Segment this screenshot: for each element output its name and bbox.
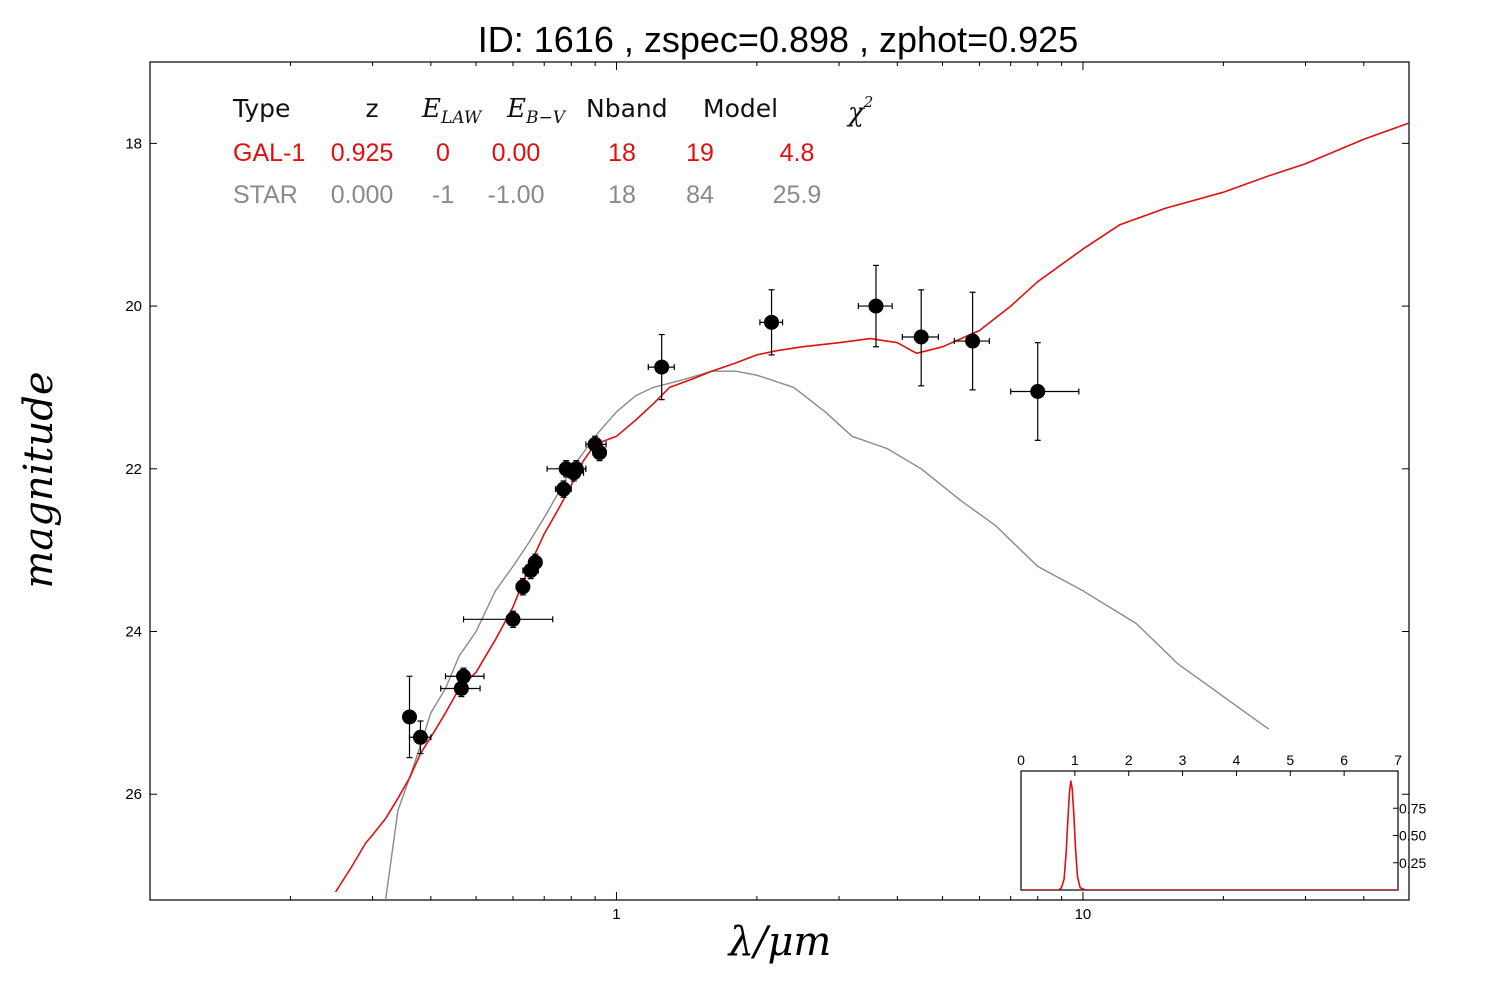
table-header-elaw: ELAW [421, 94, 483, 128]
photometry-point [527, 553, 543, 572]
y-tick-label: 26 [125, 786, 142, 803]
photometry-point [857, 264, 893, 348]
plot-title: ID: 1616 , zspec=0.898 , zphot=0.925 [478, 19, 1078, 60]
inset-x-tick-label: 3 [1179, 752, 1187, 768]
table-cell-type: STAR [233, 181, 298, 209]
table-cell-nband: 18 [608, 181, 636, 209]
table-cell-chi2: 25.9 [773, 181, 822, 209]
table-header-chi: χ [846, 98, 866, 128]
data-marker [654, 359, 670, 375]
y-tick-label: 20 [125, 298, 142, 315]
star-model-curve [384, 370, 1270, 900]
fit-results-table: Type z ELAW EB−V Nband Model χ2 GAL-1 0.9… [232, 93, 873, 209]
table-cell-ebv: -1.00 [488, 181, 545, 209]
table-header-z: z [365, 94, 378, 123]
inset-y-tick-label: 0.50 [1399, 828, 1426, 844]
table-header-chi2: χ2 [846, 93, 873, 128]
table-cell-z: 0.000 [331, 181, 394, 209]
inset-x-tick-label: 2 [1125, 752, 1133, 768]
inset-x-tick-label: 7 [1394, 752, 1402, 768]
data-marker [556, 481, 572, 497]
photometry-points [402, 264, 1080, 759]
inset-plot: 0 1 2 3 4 5 6 7 0.25 0.50 0.75 [1017, 752, 1426, 891]
data-marker [402, 709, 418, 725]
data-marker [505, 611, 521, 627]
pdz-curve [1021, 780, 1398, 890]
photometry-point [759, 289, 784, 356]
inset-x-tick-label: 0 [1017, 752, 1025, 768]
data-marker [764, 314, 780, 330]
data-marker [913, 329, 929, 345]
photometry-point [901, 289, 940, 387]
data-marker [965, 333, 981, 349]
inset-x-tick-label: 1 [1071, 752, 1079, 768]
table-header-model: Model [703, 94, 778, 123]
y-tick-label: 22 [125, 461, 142, 478]
photometry-point [953, 291, 990, 391]
photometry-point [554, 480, 572, 498]
inset-plot-frame [1020, 770, 1399, 891]
inset-axis-ticks: 0 1 2 3 4 5 6 7 0.25 0.50 0.75 [1017, 752, 1426, 871]
data-marker [1030, 384, 1046, 400]
table-header-type: Type [232, 94, 290, 123]
data-marker [592, 445, 608, 461]
y-tick-label: 18 [125, 135, 142, 152]
photometry-point [568, 460, 587, 478]
table-header-elaw-sub: LAW [440, 108, 483, 128]
data-marker [453, 680, 469, 696]
table-header-ebv: EB−V [506, 94, 567, 128]
table-rows: GAL-1 0.925 0 0.00 18 19 4.8 STAR 0.000 -1 -1.00 18… [233, 139, 821, 209]
table-cell-elaw: 0 [436, 139, 450, 167]
table-header-ebv-main: E [506, 94, 526, 124]
photometry-point [462, 610, 554, 629]
inset-curves [1021, 780, 1398, 890]
x-tick-label: 10 [1075, 906, 1092, 923]
photometry-point [440, 679, 481, 698]
table-header-nband: Nband [586, 94, 668, 123]
inset-y-tick-label: 0.25 [1399, 855, 1426, 871]
inset-x-tick-label: 5 [1286, 752, 1294, 768]
table-cell-z: 0.925 [331, 139, 394, 167]
table-header-elaw-main: E [421, 94, 441, 124]
table-cell-ebv: 0.00 [492, 139, 541, 167]
x-axis-label: λ/μm [727, 919, 832, 965]
main-plot-frame [149, 61, 1410, 901]
photometry-point [515, 578, 531, 596]
table-cell-model: 19 [686, 139, 714, 167]
data-marker [515, 579, 531, 595]
photometry-point [408, 720, 432, 755]
photometry-point [647, 333, 675, 401]
table-cell-model: 84 [686, 181, 714, 209]
inset-x-tick-label: 4 [1233, 752, 1241, 768]
inset-y-tick-label: 0.75 [1399, 800, 1426, 816]
data-marker [412, 729, 428, 745]
data-marker [527, 554, 543, 570]
table-cell-nband: 18 [608, 139, 636, 167]
photometry-point [1010, 342, 1080, 441]
data-marker [568, 461, 584, 477]
x-tick-label: 1 [612, 906, 620, 923]
table-cell-elaw: -1 [432, 181, 454, 209]
table-cell-chi2: 4.8 [780, 139, 815, 167]
photometry-point [592, 443, 608, 462]
table-header-chi-sup: 2 [863, 93, 874, 111]
y-axis-label: magnitude [16, 371, 62, 588]
inset-x-tick-label: 6 [1340, 752, 1348, 768]
data-marker [868, 298, 884, 314]
table-header-ebv-sub: B−V [525, 108, 567, 128]
y-tick-label: 24 [125, 624, 142, 641]
photometry-point [402, 675, 418, 759]
table-cell-type: GAL-1 [233, 139, 305, 167]
